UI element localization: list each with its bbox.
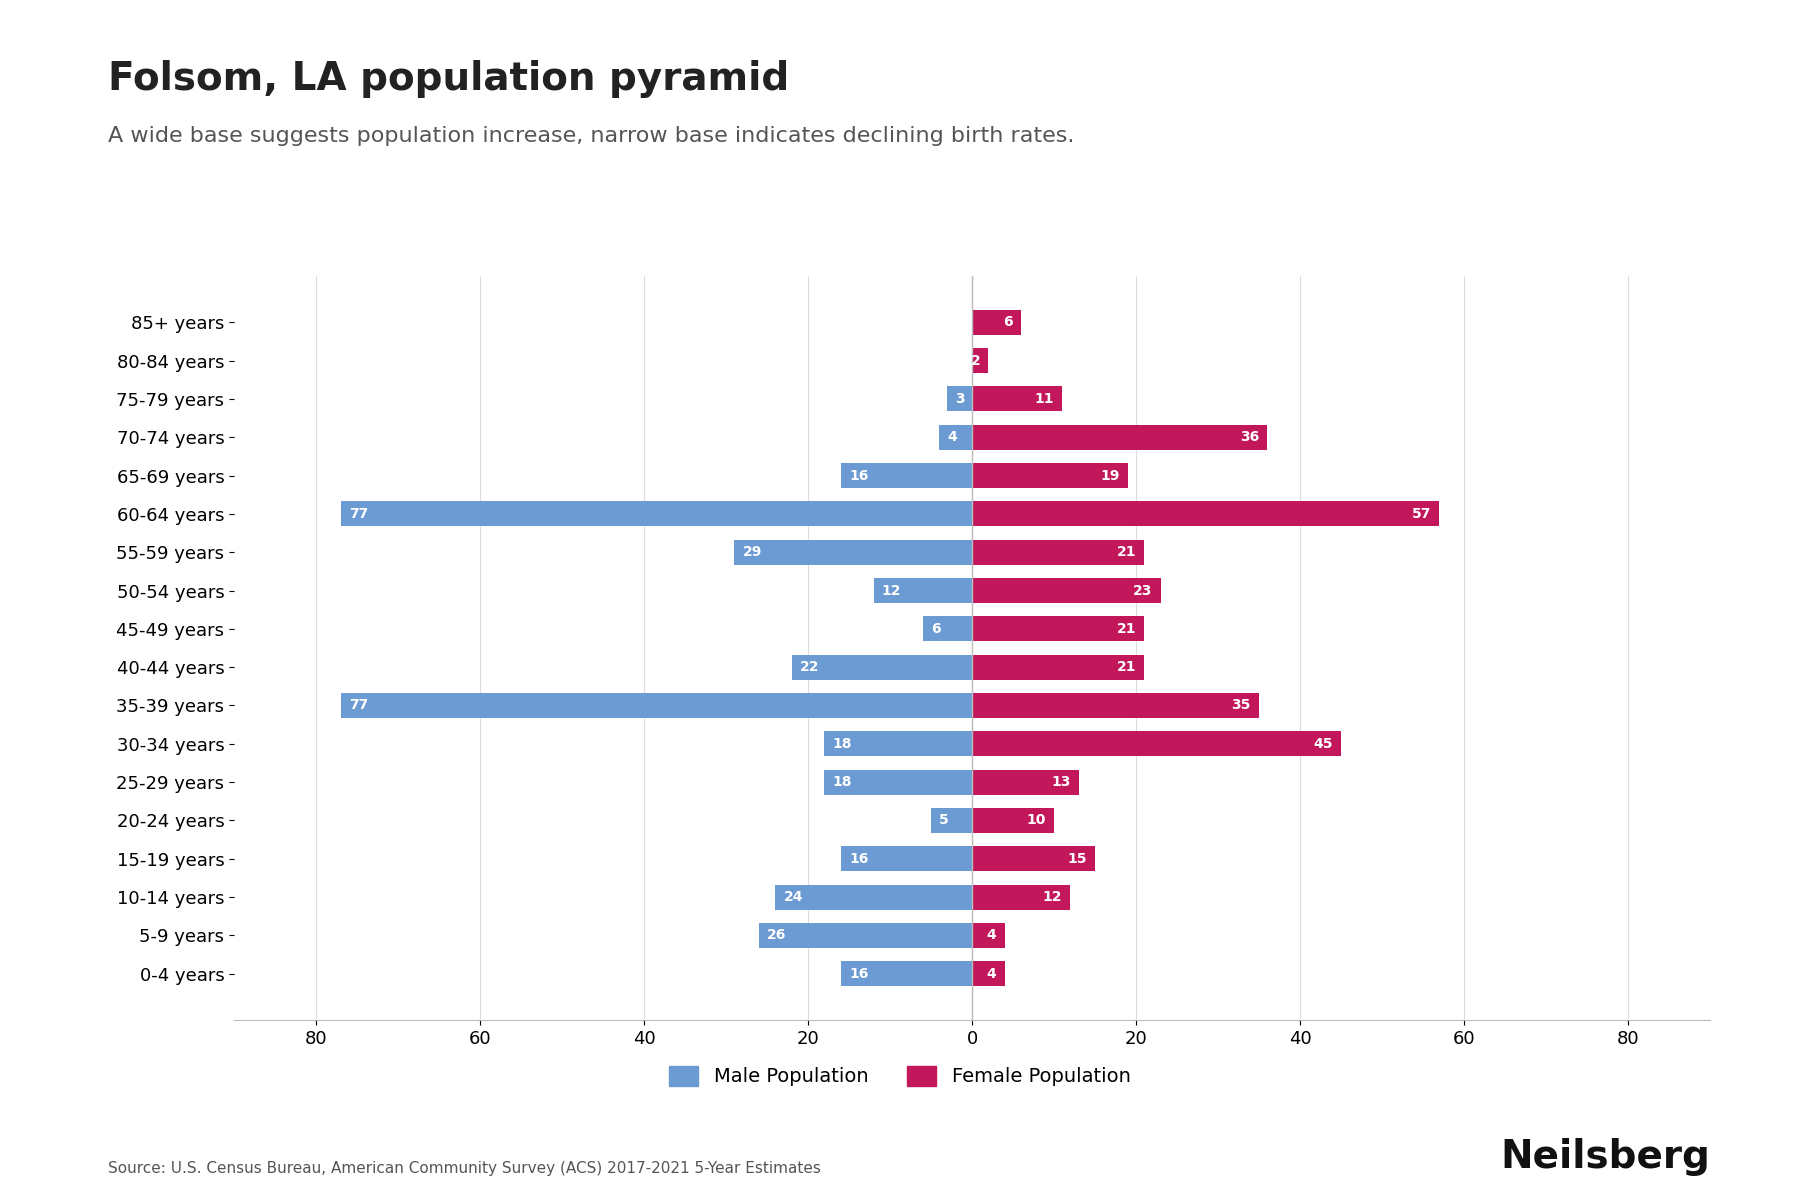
Bar: [972, 617, 1145, 641]
Text: 12: 12: [1042, 890, 1062, 904]
Bar: [972, 463, 1129, 488]
Bar: [947, 386, 972, 412]
Bar: [841, 961, 972, 986]
Bar: [940, 425, 972, 450]
Bar: [972, 961, 1004, 986]
Bar: [340, 694, 972, 718]
Text: 12: 12: [882, 583, 902, 598]
Text: 2: 2: [970, 354, 981, 367]
Text: 23: 23: [1132, 583, 1152, 598]
Bar: [734, 540, 972, 565]
Bar: [776, 884, 972, 910]
Text: Neilsberg: Neilsberg: [1499, 1138, 1710, 1176]
Bar: [972, 348, 988, 373]
Bar: [972, 846, 1094, 871]
Text: 77: 77: [349, 506, 367, 521]
Text: 18: 18: [833, 775, 851, 790]
Bar: [972, 502, 1440, 527]
Legend: Male Population, Female Population: Male Population, Female Population: [661, 1058, 1139, 1094]
Bar: [792, 655, 972, 679]
Text: 57: 57: [1411, 506, 1431, 521]
Text: 16: 16: [850, 468, 868, 482]
Text: 24: 24: [783, 890, 803, 904]
Bar: [972, 808, 1055, 833]
Bar: [760, 923, 972, 948]
Bar: [824, 769, 972, 794]
Text: 36: 36: [1240, 431, 1258, 444]
Bar: [972, 655, 1145, 679]
Bar: [340, 502, 972, 527]
Text: 77: 77: [349, 698, 367, 713]
Text: 21: 21: [1116, 545, 1136, 559]
Bar: [873, 578, 972, 602]
Bar: [972, 425, 1267, 450]
Text: 4: 4: [947, 431, 958, 444]
Text: 35: 35: [1231, 698, 1251, 713]
Text: 19: 19: [1100, 468, 1120, 482]
Bar: [972, 694, 1258, 718]
Text: Source: U.S. Census Bureau, American Community Survey (ACS) 2017-2021 5-Year Est: Source: U.S. Census Bureau, American Com…: [108, 1162, 821, 1176]
Text: 26: 26: [767, 929, 787, 942]
Bar: [972, 310, 1021, 335]
Text: 16: 16: [850, 967, 868, 980]
Text: 3: 3: [956, 392, 965, 406]
Text: Folsom, LA population pyramid: Folsom, LA population pyramid: [108, 60, 788, 98]
Bar: [972, 769, 1078, 794]
Text: 15: 15: [1067, 852, 1087, 865]
Bar: [972, 884, 1071, 910]
Text: 4: 4: [986, 967, 997, 980]
Text: 10: 10: [1026, 814, 1046, 828]
Text: 22: 22: [799, 660, 819, 674]
Text: 4: 4: [986, 929, 997, 942]
Text: A wide base suggests population increase, narrow base indicates declining birth : A wide base suggests population increase…: [108, 126, 1075, 146]
Bar: [972, 540, 1145, 565]
Text: 18: 18: [833, 737, 851, 751]
Text: 45: 45: [1314, 737, 1332, 751]
Text: 21: 21: [1116, 660, 1136, 674]
Bar: [972, 731, 1341, 756]
Bar: [931, 808, 972, 833]
Text: 16: 16: [850, 852, 868, 865]
Text: 13: 13: [1051, 775, 1071, 790]
Bar: [972, 386, 1062, 412]
Text: 11: 11: [1035, 392, 1055, 406]
Text: 6: 6: [1003, 316, 1013, 329]
Bar: [972, 578, 1161, 602]
Bar: [824, 731, 972, 756]
Text: 29: 29: [742, 545, 761, 559]
Text: 6: 6: [931, 622, 941, 636]
Text: 21: 21: [1116, 622, 1136, 636]
Bar: [841, 846, 972, 871]
Text: 5: 5: [940, 814, 949, 828]
Bar: [841, 463, 972, 488]
Bar: [923, 617, 972, 641]
Bar: [972, 923, 1004, 948]
